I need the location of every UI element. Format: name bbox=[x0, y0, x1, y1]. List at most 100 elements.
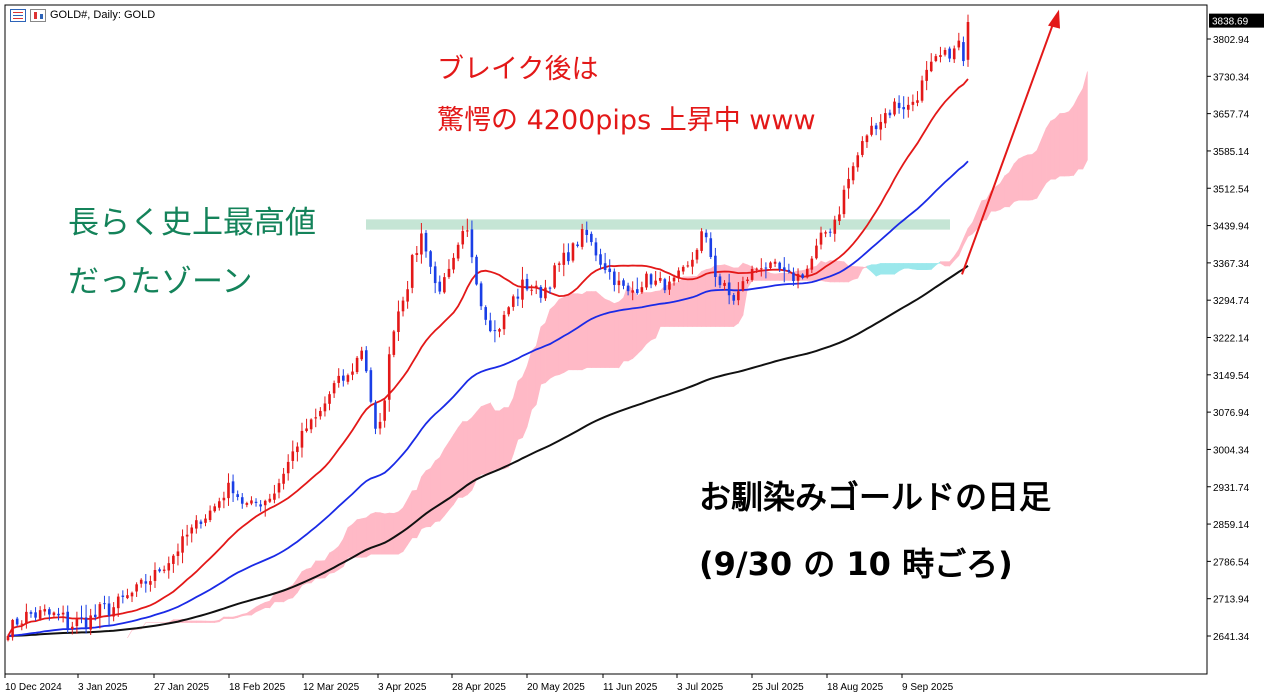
cloud-segment bbox=[499, 406, 505, 470]
candle-body bbox=[190, 527, 194, 534]
candle-body bbox=[374, 402, 377, 429]
candle-body bbox=[879, 121, 883, 130]
candle-body bbox=[929, 61, 933, 72]
cloud-segment bbox=[779, 272, 785, 281]
candle-body bbox=[15, 618, 19, 625]
cloud-segment bbox=[209, 620, 215, 623]
cloud-segment bbox=[508, 398, 514, 468]
candle-body bbox=[962, 42, 965, 62]
y-tick-label: 2713.94 bbox=[1213, 595, 1250, 606]
candle-body bbox=[158, 569, 161, 572]
candle-body bbox=[622, 280, 625, 286]
x-tick-label: 3 Jul 2025 bbox=[677, 682, 724, 693]
cloud-segment bbox=[912, 263, 918, 271]
candle-body bbox=[769, 262, 772, 268]
record-high-zone bbox=[366, 219, 950, 230]
candle-body bbox=[516, 296, 520, 299]
candle-body bbox=[792, 272, 795, 282]
cloud-segment bbox=[476, 405, 482, 481]
candle-body bbox=[562, 252, 566, 265]
candle-body bbox=[103, 603, 106, 605]
cloud-segment bbox=[1054, 112, 1061, 180]
cloud-segment bbox=[1004, 171, 1010, 208]
y-tick-label: 2641.34 bbox=[1213, 632, 1250, 643]
cloud-segment bbox=[774, 273, 780, 281]
cloud-segment bbox=[489, 401, 496, 473]
candle-body bbox=[286, 461, 290, 474]
candle-body bbox=[452, 257, 455, 270]
candle-body bbox=[273, 493, 276, 500]
cloud-segment bbox=[880, 263, 886, 275]
chart-header: GOLD#, Daily: GOLD bbox=[10, 6, 155, 24]
candle-body bbox=[842, 189, 846, 215]
cloud-segment bbox=[352, 518, 358, 558]
cloud-segment bbox=[591, 291, 597, 368]
candle-body bbox=[364, 350, 368, 372]
candle-body bbox=[245, 503, 249, 505]
candle-body bbox=[429, 251, 432, 267]
cloud-segment bbox=[388, 512, 395, 555]
candle-body bbox=[727, 282, 731, 296]
cloud-segment bbox=[425, 467, 431, 528]
cloud-segment bbox=[471, 411, 477, 491]
annotation-break-line2: 驚愕の 4200pips 上昇中 www bbox=[437, 105, 816, 136]
candle-body bbox=[98, 604, 102, 618]
candle-body bbox=[580, 229, 584, 247]
candle-body bbox=[43, 609, 47, 612]
y-tick-label: 3004.34 bbox=[1213, 445, 1250, 456]
candle-body bbox=[25, 611, 28, 624]
candle-body bbox=[167, 563, 171, 571]
candle-body bbox=[594, 242, 598, 256]
candle-body bbox=[746, 279, 749, 282]
candle-body bbox=[392, 331, 396, 355]
cloud-segment bbox=[421, 469, 427, 530]
x-tick-label: 25 Jul 2025 bbox=[752, 682, 804, 693]
x-tick-label: 10 Dec 2024 bbox=[5, 682, 62, 693]
candle-body bbox=[571, 243, 575, 261]
candle-body bbox=[181, 536, 184, 553]
candle-body bbox=[838, 214, 841, 222]
cloud-segment bbox=[393, 511, 399, 555]
chart-type-icon[interactable] bbox=[30, 8, 46, 22]
cloud-segment bbox=[480, 404, 487, 475]
candle-body bbox=[29, 612, 33, 614]
candle-body bbox=[553, 265, 556, 288]
cloud-segment bbox=[457, 420, 464, 498]
cloud-segment bbox=[1064, 111, 1070, 177]
candle-body bbox=[135, 584, 138, 592]
cloud-segment bbox=[921, 263, 927, 270]
cloud-segment bbox=[719, 264, 725, 327]
cloud-segment bbox=[554, 298, 560, 377]
candle-body bbox=[406, 289, 409, 302]
candle-body bbox=[613, 271, 616, 285]
cloud-segment bbox=[1032, 149, 1038, 201]
candle-body bbox=[89, 615, 92, 630]
candle-body bbox=[718, 276, 722, 286]
candle-body bbox=[84, 617, 88, 629]
cloud-segment bbox=[641, 292, 647, 351]
candle-body bbox=[263, 500, 267, 506]
candle-body bbox=[162, 569, 166, 571]
cloud-segment bbox=[577, 293, 583, 371]
candle-body bbox=[828, 231, 832, 233]
cloud-segment bbox=[770, 272, 776, 281]
candle-body bbox=[714, 255, 717, 278]
cloud-segment bbox=[1022, 154, 1029, 201]
candle-body bbox=[153, 569, 157, 581]
menu-list-icon[interactable] bbox=[10, 8, 26, 22]
candle-body bbox=[511, 296, 515, 307]
candle-body bbox=[801, 274, 804, 278]
cloud-segment bbox=[517, 376, 523, 441]
candle-body bbox=[934, 56, 938, 61]
candle-body bbox=[277, 483, 281, 493]
candle-body bbox=[874, 125, 878, 130]
y-tick-label: 3802.94 bbox=[1213, 35, 1250, 46]
cloud-segment bbox=[692, 276, 698, 327]
candle-body bbox=[410, 255, 414, 288]
candle-body bbox=[360, 350, 363, 360]
candle-body bbox=[222, 497, 226, 501]
candle-body bbox=[208, 510, 212, 521]
candles bbox=[6, 14, 970, 642]
candle-body bbox=[750, 268, 754, 280]
